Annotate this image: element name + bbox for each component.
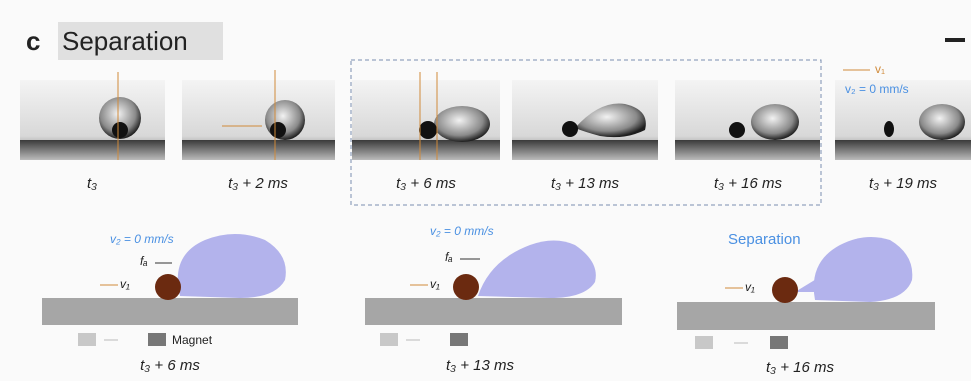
frame-label: t₃ + 6 ms bbox=[396, 175, 456, 192]
magnet bbox=[380, 333, 398, 346]
frame-label: t₃ bbox=[87, 175, 97, 192]
droplet bbox=[265, 100, 305, 140]
particle bbox=[729, 122, 745, 138]
particle bbox=[419, 121, 437, 139]
particle-schematic bbox=[155, 274, 181, 300]
substrate bbox=[675, 140, 820, 160]
droplet bbox=[919, 104, 965, 140]
figure-panel: c Separation v₁ v₂ = 0 mm bbox=[0, 0, 971, 381]
magnet bbox=[770, 336, 788, 349]
particle-velocity: v₁ bbox=[120, 277, 130, 291]
droplet-velocity: v₂ = 0 mm/s bbox=[110, 232, 174, 246]
panel-letter: c bbox=[26, 26, 40, 56]
schematic-time: t₃ + 6 ms bbox=[140, 357, 200, 374]
droplet bbox=[434, 106, 490, 142]
legend-v1: v₁ bbox=[875, 62, 885, 76]
magnet bbox=[450, 333, 468, 346]
particle bbox=[562, 121, 578, 137]
magnet bbox=[695, 336, 713, 349]
substrate bbox=[20, 140, 165, 160]
particle-velocity: v₁ bbox=[430, 277, 440, 291]
substrate-schematic bbox=[42, 298, 298, 325]
droplet-velocity: v₂ = 0 mm/s bbox=[430, 224, 494, 238]
substrate bbox=[352, 140, 500, 160]
substrate bbox=[835, 140, 971, 160]
substrate-schematic bbox=[365, 298, 622, 325]
particle bbox=[884, 121, 894, 137]
force-label: fₐ bbox=[445, 250, 453, 264]
scale-bar bbox=[945, 38, 965, 42]
frame-label: t₃ + 16 ms bbox=[714, 175, 783, 192]
separation-label: Separation bbox=[728, 231, 801, 248]
panel-title: Separation bbox=[62, 26, 188, 56]
magnet bbox=[148, 333, 166, 346]
substrate bbox=[182, 140, 335, 160]
particle-schematic bbox=[453, 274, 479, 300]
substrate-schematic bbox=[677, 302, 935, 330]
force-label: fₐ bbox=[140, 254, 148, 268]
droplet bbox=[751, 104, 799, 140]
schematic-time: t₃ + 16 ms bbox=[766, 359, 835, 376]
magnet bbox=[78, 333, 96, 346]
frame-label: t₃ + 13 ms bbox=[551, 175, 620, 192]
particle bbox=[112, 122, 128, 138]
frame-label: t₃ + 19 ms bbox=[869, 175, 938, 192]
schematic-time: t₃ + 13 ms bbox=[446, 357, 515, 374]
particle-schematic bbox=[772, 277, 798, 303]
frame-label: t₃ + 2 ms bbox=[228, 175, 288, 192]
magnet-label: Magnet bbox=[172, 333, 213, 347]
legend-v2: v₂ = 0 mm/s bbox=[845, 82, 909, 96]
particle bbox=[270, 122, 286, 138]
substrate bbox=[512, 140, 658, 160]
particle-velocity: v₁ bbox=[745, 280, 755, 294]
